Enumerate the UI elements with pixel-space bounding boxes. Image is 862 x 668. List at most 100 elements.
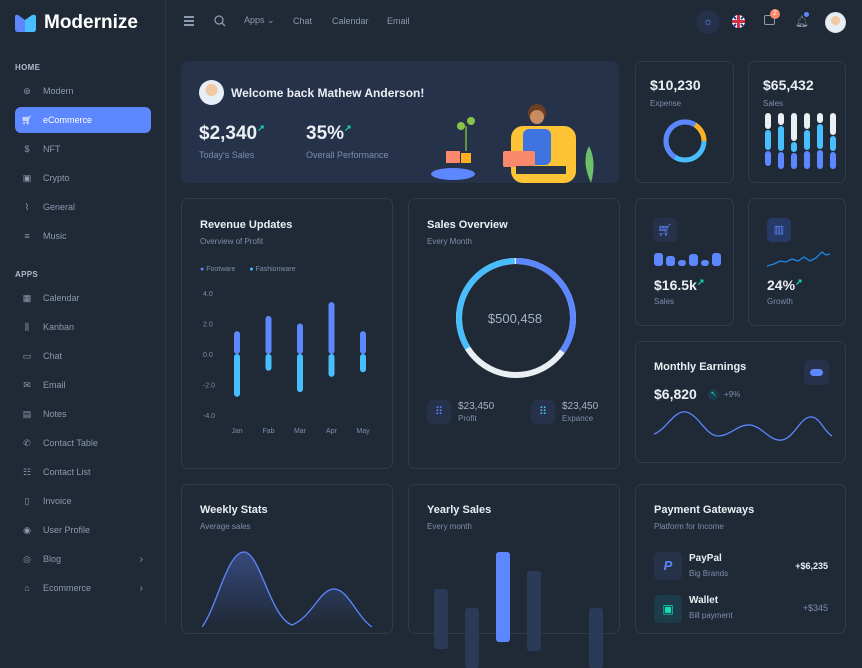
sales-stack-bar <box>830 113 836 169</box>
growth-card: ▥ 24%↗ Growth <box>748 198 846 326</box>
bar-fashionware <box>360 354 366 373</box>
sidebar-item-label: General <box>43 202 76 212</box>
expense-value: $10,230 <box>650 77 701 93</box>
theme-toggle-sun-icon[interactable]: ☼ <box>696 10 720 34</box>
avatar <box>199 80 224 105</box>
weekly-stats-card: Weekly Stats Average sales <box>181 484 393 634</box>
sales-stack-bar <box>817 113 823 169</box>
sales-overview-donut <box>456 258 576 378</box>
arrow-up-left-icon: ↖ <box>708 389 719 400</box>
small-sales-value: $16.5k↗ <box>654 277 705 293</box>
performance-value: 35%↗ <box>306 123 352 144</box>
yearly-bar <box>527 571 541 651</box>
x-tick-label: Fab <box>262 428 274 435</box>
sidebar-item-ecommerce[interactable]: 🛒︎ eCommerce <box>15 107 151 133</box>
sidebar-item-notes[interactable]: ▤ Notes <box>15 401 151 427</box>
sales-value: $65,432 <box>763 77 814 93</box>
nav-apps[interactable]: Apps ⌄ <box>244 15 275 25</box>
sales-pill-bar <box>654 253 663 266</box>
expense-card: $10,230 Expense <box>635 61 734 183</box>
sidebar-item-blog[interactable]: ◎ Blog › <box>15 546 151 572</box>
search-icon[interactable] <box>214 15 226 27</box>
section-home: HOME <box>15 63 41 72</box>
notes-icon: ▤ <box>22 408 32 419</box>
small-sales-card: 🛒︎ $16.5k↗ Sales <box>635 198 734 326</box>
expense-label: Expense <box>650 99 682 108</box>
monthly-value: $6,820 <box>654 386 697 402</box>
sidebar-item-music[interactable]: ≡ Music <box>15 223 151 249</box>
sales-pill-bar <box>678 260 686 266</box>
wallet-icon: ▣ <box>654 595 682 623</box>
sales-pill-bar <box>712 253 721 266</box>
y-tick-label: -2.0 <box>203 383 215 390</box>
weekly-title: Weekly Stats <box>200 504 268 516</box>
sidebar-item-general[interactable]: ⌇ General <box>15 194 151 220</box>
sidebar-item-label: Email <box>43 380 66 390</box>
sidebar-item-ecommerce[interactable]: ⌂ Ecommerce › <box>15 575 151 601</box>
uk-flag-icon[interactable] <box>732 15 745 28</box>
revenue-chart: 4.0 2.0 0.0 -2.0 -4.0 Jan Fab Mar Apr May <box>203 291 370 435</box>
sidebar: Modernize HOME ⊛ Modern 🛒︎ eCommerce $ NFT ▣ Cr… <box>0 0 166 623</box>
sidebar-item-nft[interactable]: $ NFT <box>15 136 151 162</box>
yearly-bar <box>465 608 479 668</box>
yearly-bar <box>589 608 603 668</box>
sales-stack-bar <box>778 113 784 169</box>
user-circle-icon: ◉ <box>23 524 31 535</box>
today-sales-value: $2,340↗ <box>199 123 265 144</box>
sidebar-item-label: Contact Table <box>43 438 98 448</box>
arrow-up-right-icon: ↗ <box>257 123 265 133</box>
sidebar-item-user-profile[interactable]: ◉ User Profile <box>15 517 151 543</box>
bar-footware <box>234 331 240 354</box>
bar-chart-icon: ▥ <box>767 218 791 242</box>
shopping-cart-icon: 🛒︎ <box>653 218 677 242</box>
playlist-icon: ≡ <box>24 231 30 241</box>
bar-footware <box>265 315 272 354</box>
toggle-icon[interactable] <box>804 360 829 385</box>
sidebar-item-contact-list[interactable]: ☷ Contact List <box>15 459 151 485</box>
expense-value: $23,450 <box>562 401 599 412</box>
sales-card: $65,432 Sales <box>748 61 846 183</box>
logo[interactable]: Modernize <box>15 12 138 34</box>
bar-footware <box>328 302 335 354</box>
nav-email[interactable]: Email <box>387 16 410 26</box>
sidebar-item-kanban[interactable]: ⫼ Kanban <box>15 314 151 340</box>
chevron-right-icon: › <box>139 553 143 565</box>
sidebar-item-label: Kanban <box>43 322 75 332</box>
sidebar-item-chat[interactable]: ▭ Chat <box>15 343 151 369</box>
top-header: Apps ⌄ Chat Calendar Email ☼ 2 🔔︎ <box>166 0 862 44</box>
cart-badge: 2 <box>770 9 780 19</box>
revenue-subtitle: Overview of Profit <box>200 237 264 246</box>
bell-icon[interactable]: 🔔︎ <box>795 16 809 28</box>
sales-pill-bar <box>701 260 709 266</box>
sidebar-item-crypto[interactable]: ▣ Crypto <box>15 165 151 191</box>
sidebar-item-label: User Profile <box>43 525 91 535</box>
shopping-cart-icon: 🛒︎ <box>21 114 33 125</box>
sales-overview-title: Sales Overview <box>427 219 508 231</box>
menu-icon[interactable] <box>184 16 194 26</box>
sidebar-item-contact-table[interactable]: ✆ Contact Table <box>15 430 151 456</box>
cart-icon[interactable] <box>764 15 775 25</box>
x-tick-label: Mar <box>294 428 307 435</box>
bar-footware <box>297 323 303 354</box>
y-tick-label: 4.0 <box>203 291 213 298</box>
sidebar-item-calendar[interactable]: ▦ Calendar <box>15 285 151 311</box>
growth-label: Growth <box>767 297 793 306</box>
profit-value: $23,450 <box>458 401 495 412</box>
bar-fashionware <box>328 354 335 377</box>
sidebar-item-label: Notes <box>43 409 67 419</box>
yearly-title: Yearly Sales <box>427 504 492 516</box>
yearly-bar <box>434 589 448 649</box>
nav-chat[interactable]: Chat <box>293 16 313 26</box>
sidebar-item-invoice[interactable]: ▯ Invoice <box>15 488 151 514</box>
arrow-up-right-icon: ↗ <box>696 277 705 287</box>
weekly-stats-chart <box>202 551 373 627</box>
expense-donut <box>663 119 707 163</box>
x-tick-label: Jan <box>231 428 242 435</box>
user-avatar[interactable] <box>825 12 846 33</box>
sidebar-item-label: Ecommerce <box>43 583 92 593</box>
nav-calendar[interactable]: Calendar <box>332 16 369 26</box>
app-name: Modernize <box>44 12 138 33</box>
sidebar-item-modern[interactable]: ⊛ Modern <box>15 78 151 104</box>
sidebar-item-email[interactable]: ✉ Email <box>15 372 151 398</box>
sales-stack-bar <box>765 113 771 169</box>
